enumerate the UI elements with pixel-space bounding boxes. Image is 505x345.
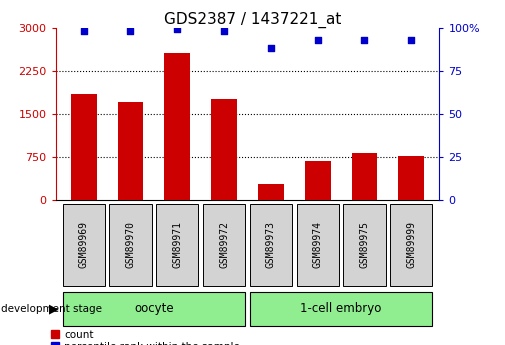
- Point: [126, 28, 134, 34]
- FancyBboxPatch shape: [63, 204, 105, 286]
- Point: [80, 28, 88, 34]
- Bar: [71, 94, 96, 200]
- Bar: [118, 102, 143, 200]
- Text: ▶: ▶: [49, 302, 59, 315]
- Text: GSM89971: GSM89971: [172, 221, 182, 268]
- Text: GSM89999: GSM89999: [406, 221, 416, 268]
- Bar: [351, 153, 377, 200]
- Point: [267, 46, 275, 51]
- FancyBboxPatch shape: [110, 204, 152, 286]
- FancyBboxPatch shape: [343, 204, 385, 286]
- FancyBboxPatch shape: [156, 204, 198, 286]
- Text: GDS2387 / 1437221_at: GDS2387 / 1437221_at: [164, 12, 341, 28]
- Text: GSM89969: GSM89969: [79, 221, 89, 268]
- Text: GSM89975: GSM89975: [360, 221, 370, 268]
- FancyBboxPatch shape: [250, 204, 292, 286]
- Bar: [211, 99, 237, 200]
- FancyBboxPatch shape: [203, 204, 245, 286]
- Point: [407, 37, 415, 42]
- Text: GSM89974: GSM89974: [313, 221, 323, 268]
- Text: GSM89973: GSM89973: [266, 221, 276, 268]
- Text: oocyte: oocyte: [134, 302, 174, 315]
- FancyBboxPatch shape: [63, 293, 245, 326]
- Point: [314, 37, 322, 42]
- Text: development stage: development stage: [1, 304, 102, 314]
- Text: 1-cell embryo: 1-cell embryo: [300, 302, 382, 315]
- Text: GSM89972: GSM89972: [219, 221, 229, 268]
- FancyBboxPatch shape: [250, 293, 432, 326]
- Point: [220, 28, 228, 34]
- Bar: [305, 161, 331, 200]
- Bar: [258, 184, 284, 200]
- FancyBboxPatch shape: [390, 204, 432, 286]
- Point: [173, 27, 181, 32]
- FancyBboxPatch shape: [296, 204, 339, 286]
- Point: [361, 37, 369, 42]
- Text: GSM89970: GSM89970: [125, 221, 135, 268]
- Bar: [164, 53, 190, 200]
- Bar: [398, 156, 424, 200]
- Legend: count, percentile rank within the sample: count, percentile rank within the sample: [50, 329, 240, 345]
